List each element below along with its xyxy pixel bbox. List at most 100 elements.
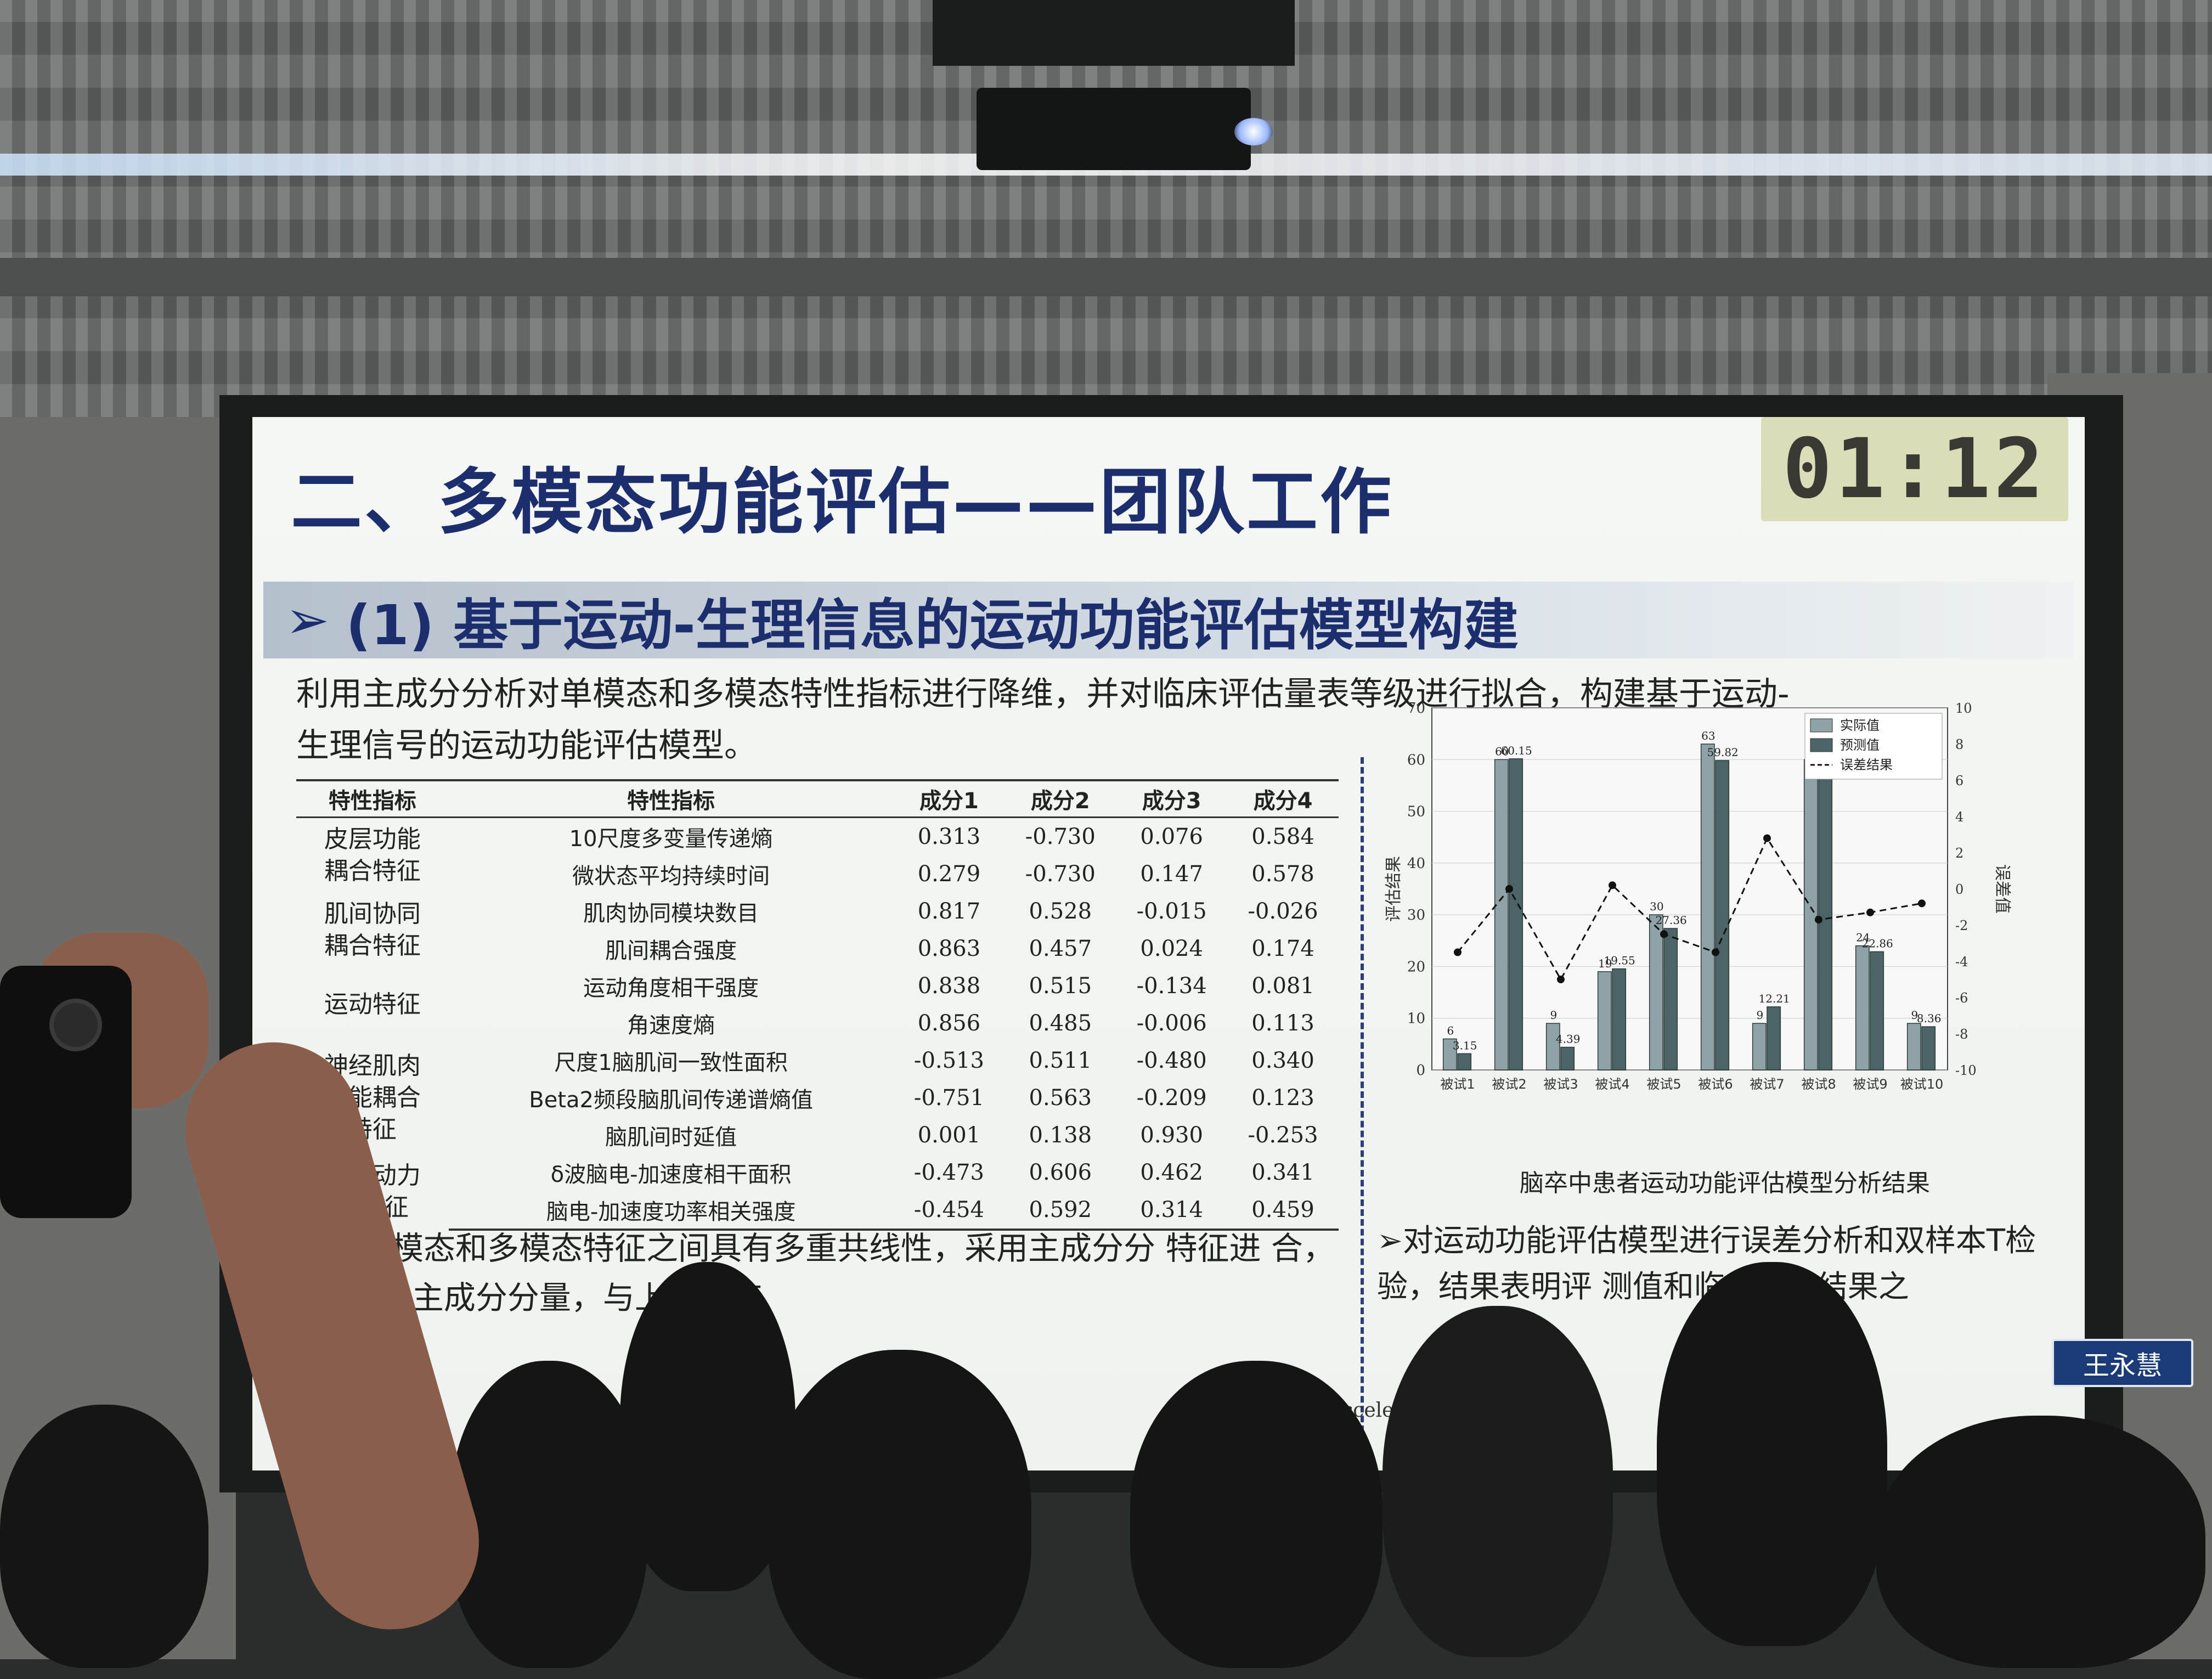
bar [1715, 760, 1730, 1070]
table-body: 皮层功能 耦合特征 10尺度多变量传递熵 0.313 -0.730 0.076 0.584… [296, 818, 1339, 1231]
legend-entry: 实际值 [1840, 718, 1880, 733]
countdown-timer: 01:12 [1782, 421, 2047, 517]
table-value-cell: 0.313 [917, 824, 981, 849]
data-label: 9 [1550, 1008, 1557, 1022]
table-value-cell: 0.528 [1029, 899, 1092, 924]
slide-subtitle: (1) 基于运动-生理信息的运动功能评估模型构建 [346, 593, 1519, 657]
audience-head [1130, 1361, 1383, 1668]
table-indicator-cell: 微状态平均持续时间 [572, 864, 770, 889]
slide-title: 二、多模态功能评估——团队工作 [291, 460, 1394, 544]
subtitle-bar: ➢ (1) 基于运动-生理信息的运动功能评估模型构建 [263, 582, 2074, 658]
error-point [1763, 834, 1771, 842]
y2-tick-label: 8 [1955, 737, 1963, 752]
error-point [1712, 948, 1719, 956]
table-indicator-cell: Beta2频段脑肌间传递谱熵值 [529, 1088, 813, 1113]
data-label: 8.36 [1917, 1012, 1942, 1025]
bar [1855, 945, 1870, 1070]
table-value-cell: 0.138 [1029, 1123, 1092, 1148]
feature-table: 特性指标 特性指标 成分1 成分2 成分3 成分4 皮层功能 耦合特征 10尺度多… [296, 779, 1339, 1231]
y-axis-label: 评估结果 [1384, 856, 1403, 922]
y2-tick-label: -8 [1955, 1027, 1968, 1042]
y2-tick-label: 2 [1955, 846, 1963, 861]
data-label: 9 [1911, 1008, 1918, 1022]
camera-lens-icon [49, 999, 102, 1051]
table-value-cell: 0.930 [1140, 1123, 1203, 1148]
audience-head [1876, 1416, 2205, 1668]
table-value-cell: 0.856 [917, 1011, 981, 1036]
data-label: 60.15 [1501, 744, 1532, 757]
table-row: 运动特征 运动角度相干强度 0.838 0.515 -0.134 0.081 [296, 967, 1339, 1018]
data-label: 59.82 [1707, 746, 1739, 759]
y2-tick-label: -10 [1955, 1063, 1977, 1078]
x-tick-label: 被试8 [1801, 1077, 1836, 1092]
table-value-cell: -0.134 [1136, 973, 1207, 999]
table-indicator-cell: 脑肌间时延值 [605, 1125, 737, 1150]
table-indicator-cell: 运动角度相干强度 [583, 976, 759, 1001]
audience-head [768, 1350, 1031, 1679]
error-point [1505, 885, 1513, 893]
table-indicator-cell: 尺度1脑肌间一致性面积 [554, 1050, 788, 1075]
table-row: 角速度熵 0.856 0.485 -0.006 0.113 [296, 1005, 1339, 1042]
table-value-cell: 0.462 [1140, 1160, 1203, 1185]
bar [1509, 758, 1523, 1070]
data-label: 22.86 [1862, 937, 1893, 950]
x-tick-label: 被试9 [1853, 1077, 1887, 1092]
bar [1545, 1023, 1560, 1070]
table-value-cell: 0.174 [1251, 936, 1314, 961]
table-value-cell: 0.081 [1251, 973, 1314, 999]
data-label: 19.55 [1604, 954, 1635, 967]
data-label: 30 [1650, 900, 1663, 913]
error-point [1609, 881, 1616, 889]
table-value-cell: 0.578 [1251, 861, 1314, 887]
error-point [1866, 908, 1874, 916]
data-label: 3.15 [1453, 1039, 1477, 1052]
table-category-cell: 肌间协同 耦合特征 [324, 900, 421, 960]
table-value-cell: -0.730 [1025, 861, 1096, 887]
table-value-cell: 0.001 [917, 1123, 981, 1148]
bar [1803, 759, 1818, 1070]
table-value-cell: 0.459 [1227, 1191, 1339, 1231]
y-tick-label: 40 [1407, 855, 1425, 872]
bar [1494, 759, 1509, 1070]
timer-box: 01:12 [1761, 417, 2068, 521]
table-value-cell: -0.015 [1136, 899, 1207, 924]
table-indicator-cell: 角速度熵 [627, 1013, 715, 1038]
x-tick-label: 被试2 [1492, 1077, 1526, 1092]
table-indicator-cell: 肌间耦合强度 [605, 938, 737, 964]
table-indicator-cell: 10尺度多变量传递熵 [569, 826, 773, 852]
data-label: 24 [1856, 931, 1870, 944]
table-value-cell: -0.513 [913, 1048, 984, 1073]
x-tick-label: 被试4 [1595, 1077, 1629, 1092]
x-tick-label: 被试7 [1750, 1077, 1784, 1092]
legend-swatch [1810, 718, 1833, 733]
table-value-cell: 0.076 [1140, 824, 1203, 849]
error-point [1557, 976, 1565, 983]
error-point [1815, 916, 1822, 924]
chart-caption: 脑卒中患者运动功能评估模型分析结果 [1520, 1169, 1930, 1197]
table-row: 神经肌肉 功能耦合 特征 尺度1脑肌间一致性面积 -0.513 0.511 -0.480… [296, 1042, 1339, 1143]
table-value-cell: -0.006 [1136, 1011, 1207, 1036]
table-value-cell: 0.485 [1029, 1011, 1092, 1036]
name-tag-label: 王永慧 [2083, 1350, 2162, 1381]
audience-head [1383, 1306, 1613, 1657]
projector [977, 88, 1251, 170]
table-value-cell: -0.454 [893, 1191, 1005, 1231]
table-value-cell: 0.592 [1005, 1191, 1116, 1231]
x-tick-label: 被试10 [1900, 1077, 1944, 1092]
table-value-cell: 0.511 [1029, 1048, 1092, 1073]
table-category-cell: 皮层功能 耦合特征 [324, 825, 421, 885]
intro-text-line-1: 利用主成分分析对单模态和多模态特性指标进行降维，并对临床评估量表等级进行拟合，构… [296, 675, 1790, 713]
projector-lens [1234, 118, 1273, 145]
x-tick-label: 被试6 [1698, 1077, 1733, 1092]
y-tick-label: 10 [1407, 1011, 1425, 1027]
bar [1442, 1038, 1457, 1070]
data-label: 12.21 [1759, 992, 1790, 1005]
y-tick-label: 60 [1407, 752, 1425, 768]
table-value-cell: 0.563 [1029, 1085, 1092, 1111]
table-value-cell: 0.147 [1140, 861, 1203, 887]
table-header: 特性指标 [296, 779, 449, 818]
left-bottom-text: 取的单模态和多模态特征之间具有多重共线性，采用主成分分 特征进 合，可得4个主成… [296, 1230, 1335, 1316]
table-value-cell: 0.817 [917, 899, 981, 924]
bar [1612, 968, 1627, 1070]
